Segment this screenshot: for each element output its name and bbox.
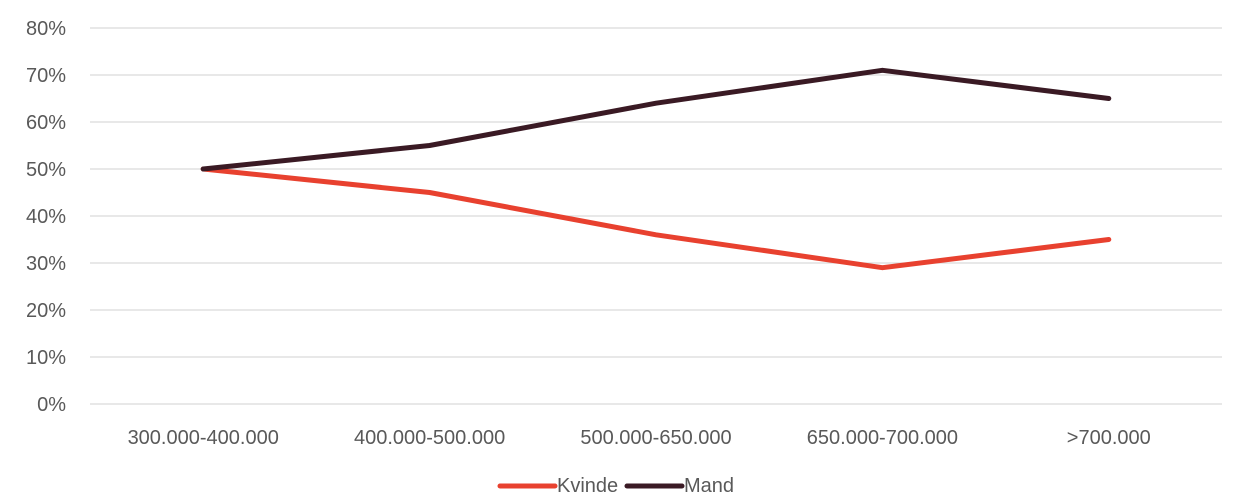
x-axis-ticks: 300.000-400.000 400.000-500.000 500.000-65… [128,427,1151,449]
series-line-mand [200,67,1112,172]
x-tick-label: 650.000-700.000 [807,427,958,449]
y-axis-ticks: 0% 10% 20% 30% 40% 50% 60% 70% 80% [26,18,66,416]
y-tick-label: 10% [26,347,66,369]
legend-label-mand: Mand [684,475,734,497]
x-tick-label: 500.000-650.000 [580,427,731,449]
series-line-kvinde [200,166,1112,271]
y-tick-label: 50% [26,159,66,181]
y-tick-label: 70% [26,65,66,87]
gridlines [90,27,1222,405]
x-tick-label: >700.000 [1067,427,1151,449]
series-lines [200,67,1112,271]
y-tick-label: 30% [26,253,66,275]
x-tick-label: 400.000-500.000 [354,427,505,449]
x-tick-label: 300.000-400.000 [128,427,279,449]
y-tick-label: 20% [26,300,66,322]
legend: Kvinde Mand [497,475,734,497]
y-tick-label: 80% [26,18,66,40]
y-tick-label: 60% [26,112,66,134]
y-tick-label: 0% [37,394,66,416]
legend-label-kvinde: Kvinde [557,475,618,497]
y-tick-label: 40% [26,206,66,228]
